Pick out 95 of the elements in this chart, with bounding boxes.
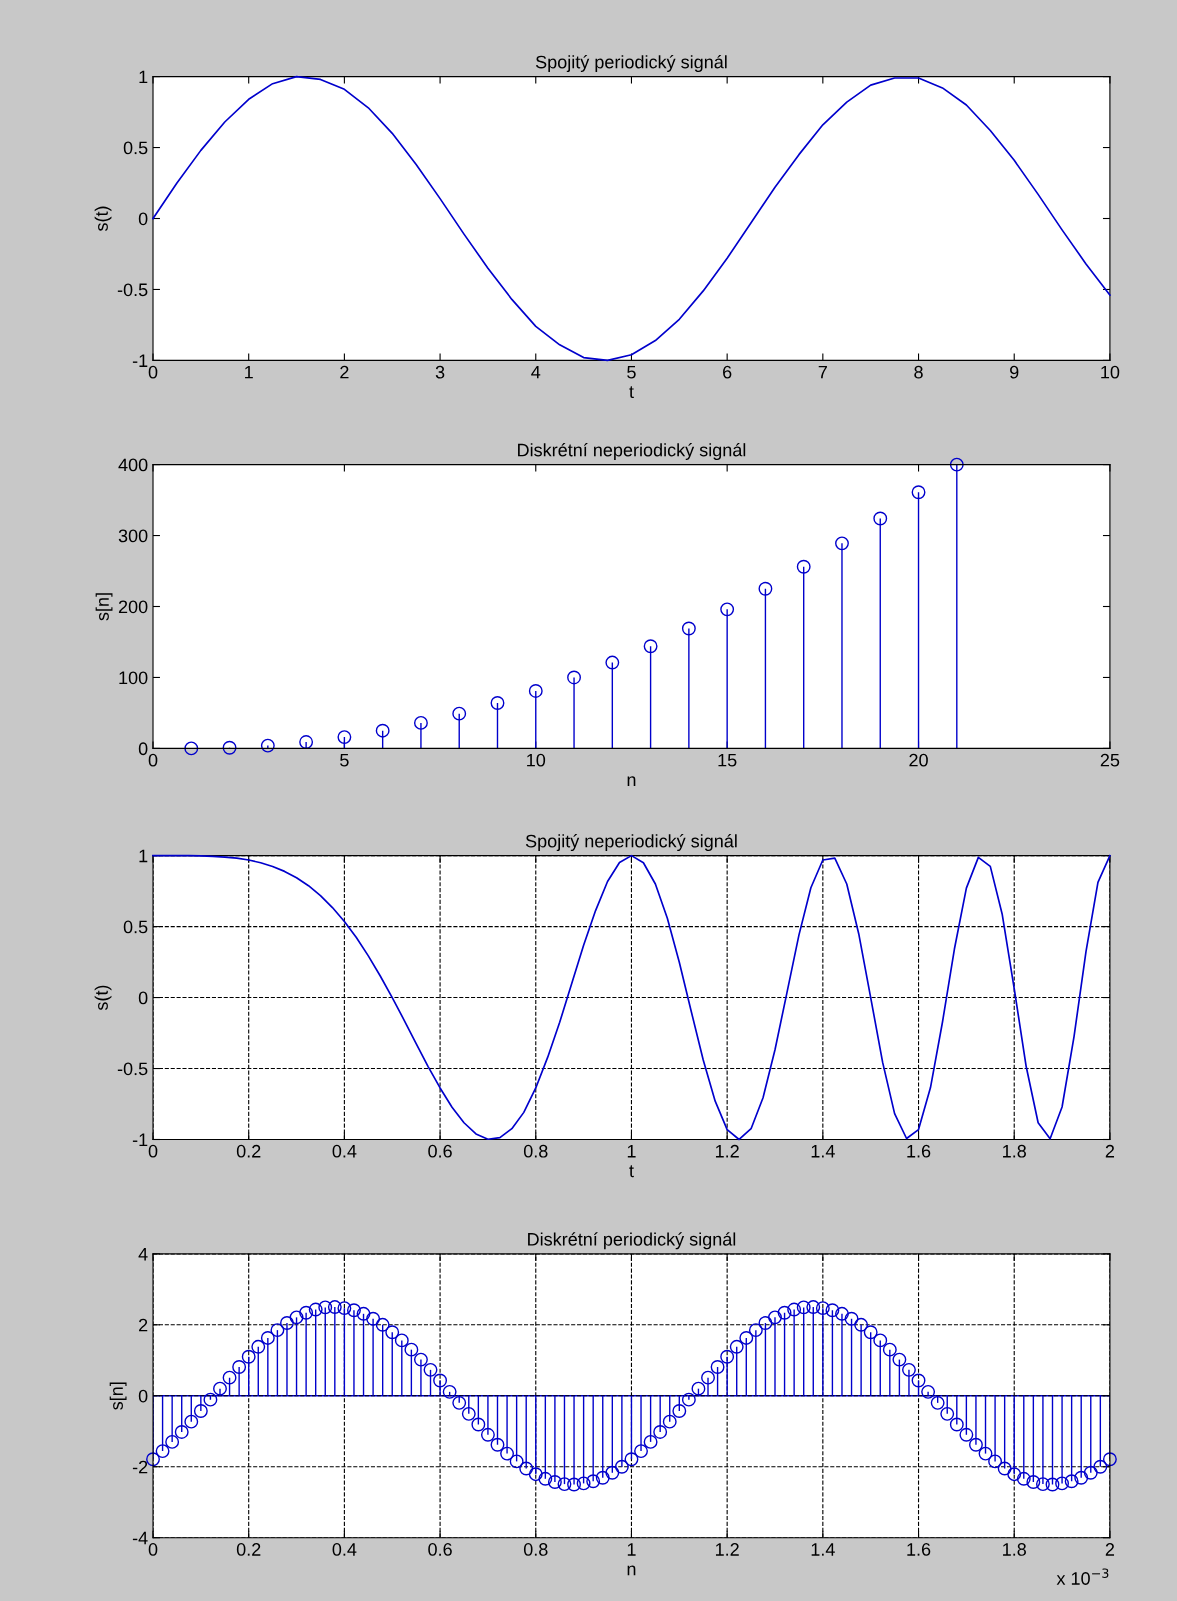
y-tick-label: 100 (119, 671, 148, 685)
x-tick-label: 2 (1105, 1144, 1115, 1158)
x-tick-label: 1.6 (907, 1543, 931, 1556)
x-tick-label: 0.2 (236, 1144, 261, 1158)
x-tick-label: 1 (245, 365, 253, 379)
y-tick-label: 300 (118, 529, 148, 543)
x-tick-label: 10 (527, 753, 546, 767)
x-tick-label: 15 (718, 753, 737, 767)
x-tick-label: 1.2 (715, 1543, 739, 1556)
x-tick-label: 2 (1105, 1543, 1115, 1556)
x-tick-label: 20 (909, 753, 928, 767)
point (222, 740, 237, 755)
y-axis-title: s(t) (94, 985, 112, 1011)
x-tick-label: 25 (1100, 753, 1120, 767)
y-tick-label: -1 (132, 354, 148, 367)
chart-title: Diskrétní neperiodický signál (518, 442, 746, 460)
point (337, 730, 352, 745)
point (452, 706, 467, 721)
x-tick-label: 0.8 (523, 1543, 548, 1556)
point (796, 559, 811, 574)
point (299, 735, 314, 749)
x-tick-label: 0.8 (523, 1144, 548, 1158)
point (720, 602, 735, 617)
x-axis-title: n (627, 1565, 636, 1576)
line-series (152, 854, 1111, 1141)
y-axis-title: s[n] (95, 593, 113, 621)
point (375, 723, 390, 738)
point (643, 639, 658, 654)
y-tick-label: 0 (138, 991, 148, 1005)
point (260, 738, 275, 753)
x-tick-label: 0.6 (428, 1543, 452, 1556)
x-tick-label: 0.6 (428, 1144, 452, 1158)
y-tick-label: 400 (118, 458, 148, 472)
x-tick-label: 0 (148, 365, 158, 379)
x-tick-label: 3 (435, 365, 445, 379)
point (184, 741, 199, 756)
x-axis-title: n (627, 776, 636, 786)
x-tick-label: 0.4 (332, 1144, 357, 1158)
y-tick-label: 4 (138, 1247, 148, 1261)
x-tick-label: 9 (1010, 365, 1019, 379)
x-axis-title: t (629, 386, 634, 399)
point (911, 485, 926, 500)
point (490, 696, 505, 710)
x-tick-label: 8 (914, 365, 923, 379)
y-tick-label: 1 (139, 849, 148, 863)
chart-title: Diskrétní periodický signál (528, 1232, 736, 1250)
point (873, 511, 888, 526)
point (681, 621, 696, 636)
point (835, 536, 849, 551)
x-tick-label: 0 (148, 1543, 158, 1556)
y-tick-label: -2 (132, 1460, 148, 1474)
y-tick-label: 0.5 (123, 141, 148, 155)
x-tick-label: 0 (148, 1144, 158, 1158)
x-tick-label: 1.6 (907, 1144, 931, 1158)
point (758, 581, 773, 596)
line-series (152, 75, 1111, 362)
x-tick-label: 1.4 (811, 1543, 835, 1556)
y-tick-label: 0 (138, 212, 148, 226)
x-axis-title: t (629, 1165, 634, 1178)
y-tick-label: -4 (132, 1531, 148, 1545)
y-tick-label: -0.5 (117, 1062, 148, 1076)
x-tick-label: 1.8 (1003, 1144, 1026, 1158)
point (567, 670, 581, 685)
x-tick-label: 0.2 (236, 1543, 261, 1556)
point (605, 655, 620, 670)
y-tick-label: -0.5 (117, 283, 148, 297)
x-tick-label: 1 (627, 1543, 636, 1556)
x-tick-label: 1.2 (715, 1144, 739, 1158)
point (413, 715, 428, 730)
chart-title: Spojitý neperiodický signál (525, 834, 737, 852)
x-tick-label: 0.4 (332, 1543, 357, 1556)
y-tick-label: 0.5 (123, 920, 148, 934)
x-tick-label: 10 (1101, 365, 1120, 379)
x-tick-label: 1 (627, 1145, 636, 1158)
y-tick-label: -1 (132, 1133, 148, 1147)
x-tick-label: 4 (531, 365, 541, 379)
point (528, 684, 543, 698)
x-tick-label: 1.4 (811, 1145, 835, 1158)
x-tick-label: 5 (627, 365, 636, 379)
y-tick-label: 200 (118, 600, 148, 614)
y-tick-label: 1 (139, 70, 148, 84)
point (949, 457, 964, 472)
x-tick-label: 6 (723, 365, 732, 379)
text: x 10$^{−3}$ (1056, 1568, 1109, 1585)
y-tick-label: 0 (138, 1389, 148, 1403)
y-axis-title: s[n] (109, 1382, 127, 1410)
y-tick-label: 2 (139, 1318, 148, 1332)
x-tick-label: 2 (340, 365, 349, 379)
y-tick-label: 0 (138, 742, 148, 756)
x-tick-label: 5 (340, 753, 349, 767)
x-tick-label: 1.8 (1003, 1543, 1026, 1556)
x-tick-label: 0 (148, 753, 158, 767)
y-axis-title: s(t) (94, 206, 112, 232)
chart-title: Spojitý periodický signál (535, 54, 727, 72)
x-tick-label: 7 (818, 365, 827, 379)
